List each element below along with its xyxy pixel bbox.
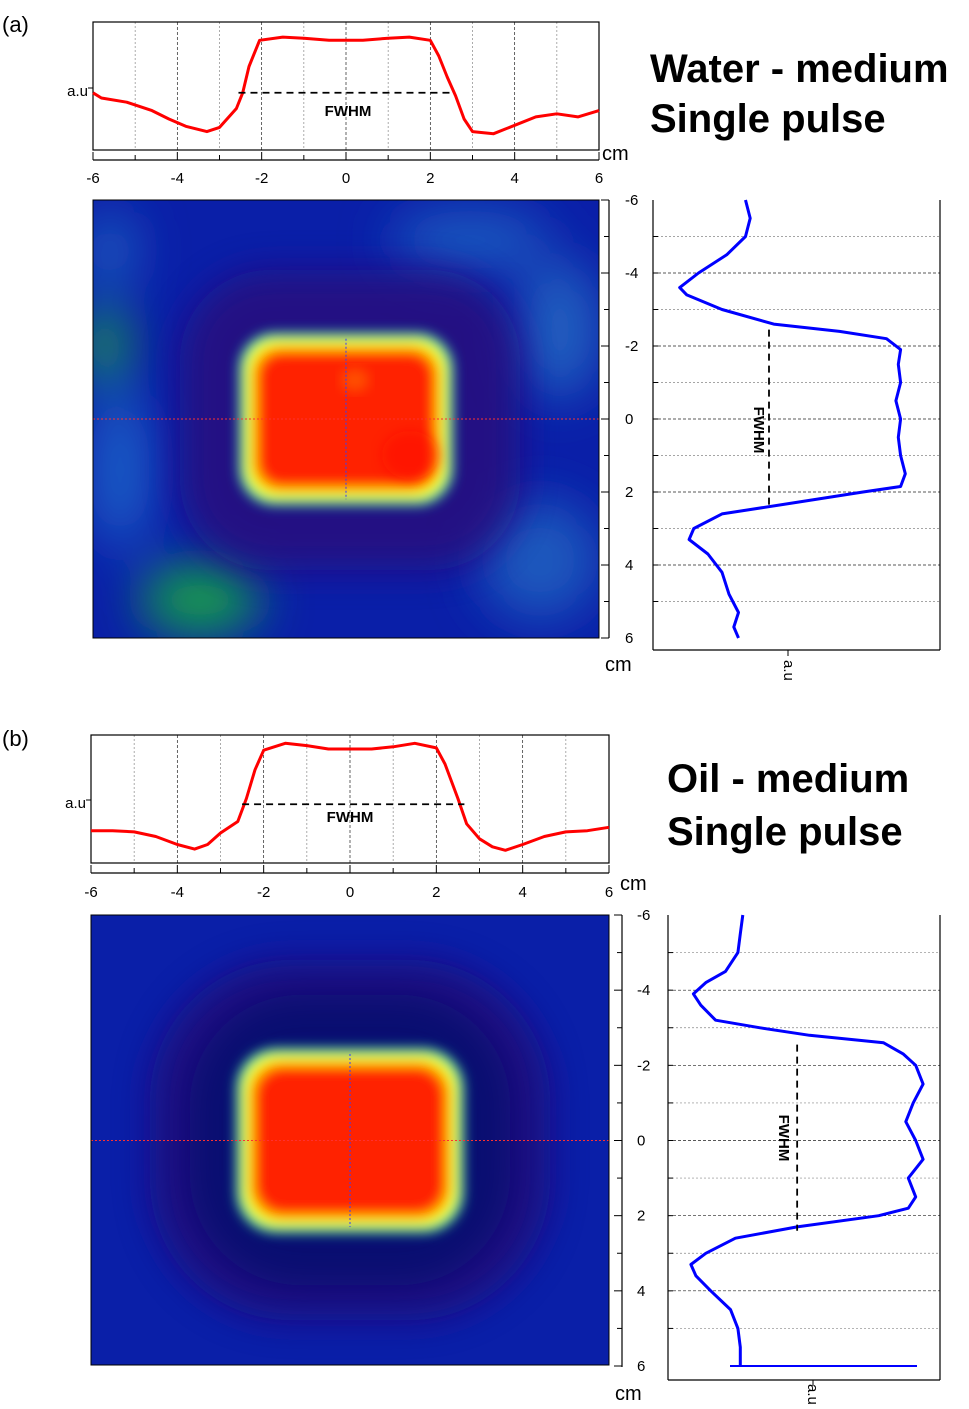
amplitude-label-vertical-b: a.u [804, 1384, 821, 1405]
y-axis-b: -6 -4 -2 0 2 4 6 cm [614, 907, 650, 1405]
vertical-profile-plot-a: FWHM a.u [652, 199, 941, 681]
horizontal-profile-grid-a [134, 22, 558, 150]
horizontal-profile-plot-b: FWHM a.u [65, 734, 610, 864]
y-tick-label: 2 [637, 1208, 645, 1225]
fwhm-label-horizontal-a: FWHM [325, 103, 372, 120]
vertical-profile-line-a [678, 199, 907, 639]
y-tick-label: 4 [625, 557, 633, 574]
panel-title-line2-b: Single pulse [667, 810, 903, 854]
horizontal-profile-grid-b [133, 735, 567, 863]
y-axis-a: -6 -4 -2 0 2 4 6 cm [601, 192, 638, 676]
y-tick-label: -6 [625, 192, 638, 209]
x-tick-label: -6 [84, 884, 97, 901]
x-axis-a: -6 -4 -2 0 2 4 6 cm [86, 143, 628, 187]
panel-a: (a) Water - medium Single pulse FWHM a.u… [2, 12, 949, 681]
y-tick-label: -4 [625, 265, 638, 282]
y-tick-label: -4 [637, 982, 650, 999]
x-tick-label: 0 [346, 884, 354, 901]
panel-label-a: (a) [2, 12, 29, 37]
fwhm-label-vertical-b: FWHM [775, 1115, 792, 1162]
heatmap-intensity-level [256, 1068, 444, 1213]
x-tick-label: 4 [518, 884, 526, 901]
horizontal-profile-frame-b [90, 734, 610, 864]
amplitude-label-horizontal-b: a.u [65, 795, 86, 812]
amplitude-label-horizontal-a: a.u [67, 83, 88, 100]
x-tick-label: -4 [171, 170, 184, 187]
panel-label-b: (b) [2, 726, 29, 751]
horizontal-profile-frame-a [92, 21, 600, 151]
y-unit-a: cm [605, 654, 632, 676]
x-tick-label: 4 [510, 170, 518, 187]
x-tick-label: 0 [342, 170, 350, 187]
horizontal-profile-line-a [92, 35, 600, 136]
vertical-profile-line-b [689, 914, 925, 1366]
horizontal-profile-line-b [91, 741, 610, 852]
x-tick-label: -4 [171, 884, 184, 901]
heatmap-b [90, 914, 610, 1366]
y-tick-label: -2 [637, 1057, 650, 1074]
x-tick-label: -6 [86, 170, 99, 187]
x-tick-label: -2 [257, 884, 270, 901]
heatmap-a [92, 199, 600, 639]
x-unit-a: cm [602, 143, 629, 165]
amplitude-label-vertical-a: a.u [780, 660, 797, 681]
vertical-profile-plot-b: FWHM a.u [667, 914, 941, 1405]
y-tick-label: 0 [625, 411, 633, 428]
panel-title-line1-b: Oil - medium [667, 757, 909, 801]
fwhm-label-horizontal-b: FWHM [327, 809, 374, 826]
x-tick-label: 2 [426, 170, 434, 187]
panel-title-line1-a: Water - medium [650, 47, 949, 91]
x-unit-b: cm [620, 873, 647, 895]
fwhm-label-vertical-a: FWHM [750, 407, 767, 454]
y-tick-label: 6 [625, 630, 633, 647]
y-tick-label: -2 [625, 338, 638, 355]
panel-title-line2-a: Single pulse [650, 97, 886, 141]
heatmap-frame-a [92, 199, 600, 639]
y-tick-label: -6 [637, 907, 650, 924]
y-tick-label: 4 [637, 1283, 645, 1300]
heatmap-frame-b [90, 914, 610, 1366]
x-tick-label: 6 [595, 170, 603, 187]
y-tick-label: 0 [637, 1133, 645, 1150]
x-tick-label: 6 [605, 884, 613, 901]
panel-b: (b) Oil - medium Single pulse FWHM a.u -… [2, 726, 941, 1405]
y-unit-b: cm [615, 1383, 642, 1405]
x-axis-b: -6 -4 -2 0 2 4 6 cm [84, 865, 647, 901]
x-tick-label: 2 [432, 884, 440, 901]
y-tick-label: 6 [637, 1358, 645, 1375]
y-tick-label: 2 [625, 484, 633, 501]
x-tick-label: -2 [255, 170, 268, 187]
horizontal-profile-plot-a: FWHM a.u [67, 21, 600, 151]
